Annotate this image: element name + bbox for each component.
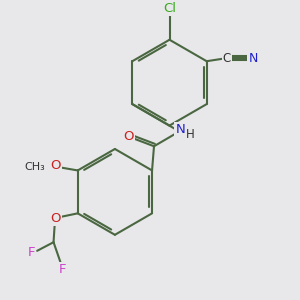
- Text: H: H: [186, 128, 195, 141]
- Text: CH₃: CH₃: [24, 161, 45, 172]
- Text: N: N: [175, 123, 185, 136]
- Text: F: F: [58, 263, 66, 276]
- Text: N: N: [248, 52, 258, 64]
- Text: O: O: [51, 212, 61, 225]
- Text: O: O: [123, 130, 134, 143]
- Text: Cl: Cl: [163, 2, 176, 15]
- Text: C: C: [223, 52, 231, 64]
- Text: O: O: [51, 159, 61, 172]
- Text: F: F: [28, 246, 35, 259]
